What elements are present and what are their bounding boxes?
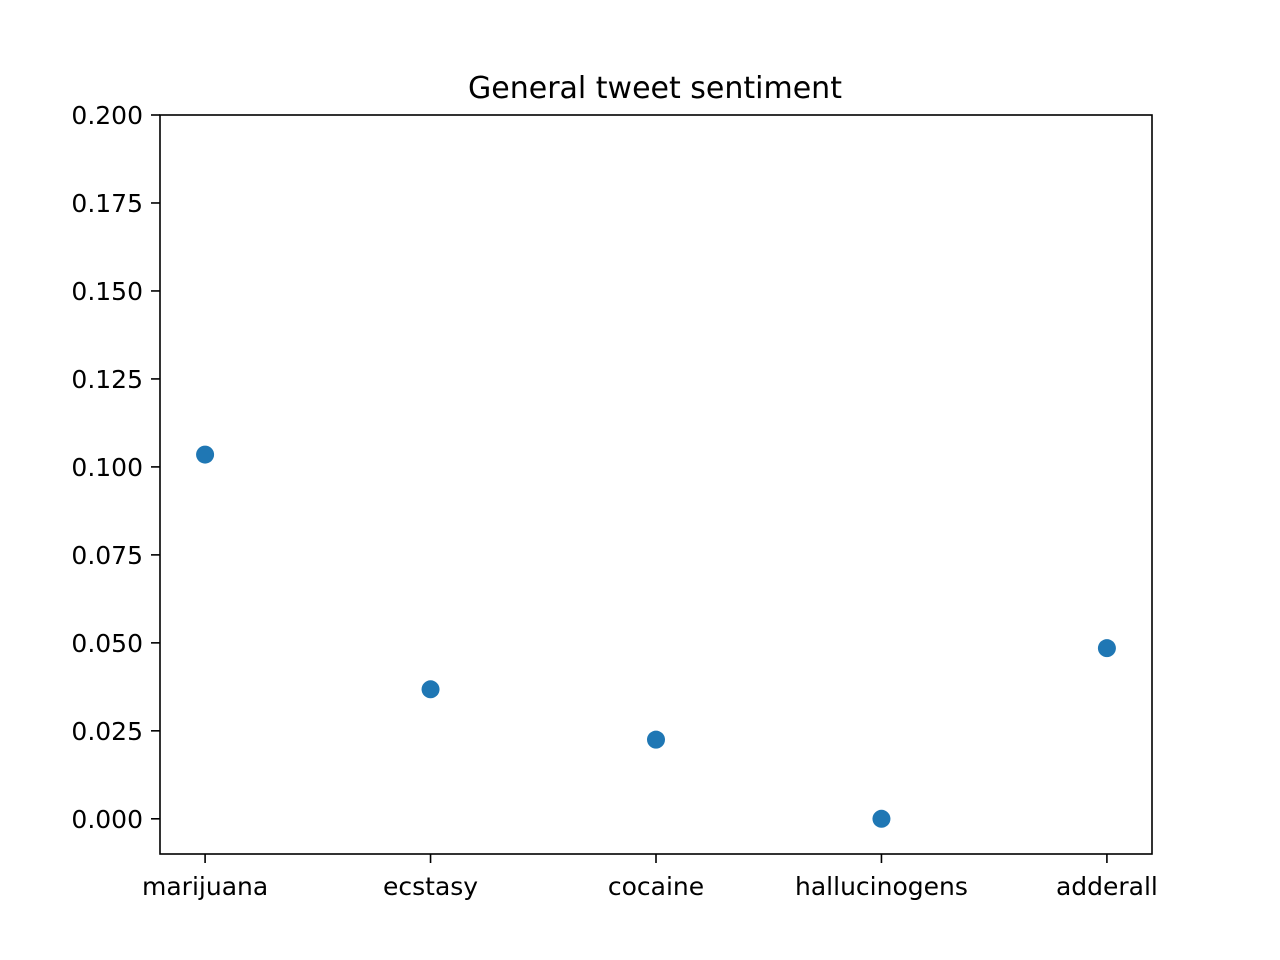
y-tick-label: 0.150 xyxy=(71,277,143,306)
y-tick-label: 0.000 xyxy=(71,805,143,834)
y-tick-label: 0.200 xyxy=(71,101,143,130)
x-axis: marijuana ecstasy cocaine hallucinogens adde… xyxy=(142,854,1158,901)
chart-title: General tweet sentiment xyxy=(468,71,842,106)
y-tick-label: 0.050 xyxy=(71,629,143,658)
data-point-ecstasy xyxy=(421,680,440,699)
data-point-hallucinogens xyxy=(872,809,891,828)
x-tick-label: cocaine xyxy=(608,872,704,901)
y-axis: 0.000 0.025 0.050 0.075 0.100 0.125 0.150 0.175… xyxy=(71,101,160,834)
data-point-marijuana xyxy=(196,445,215,464)
x-tick-label: marijuana xyxy=(142,872,268,901)
data-point-adderall xyxy=(1097,639,1116,658)
x-tick-label: ecstasy xyxy=(383,872,478,901)
y-tick-label: 0.075 xyxy=(71,541,143,570)
x-tick-label: adderall xyxy=(1056,872,1158,901)
y-tick-label: 0.100 xyxy=(71,453,143,482)
x-tick-label: hallucinogens xyxy=(795,872,968,901)
y-tick-label: 0.025 xyxy=(71,717,143,746)
data-point-cocaine xyxy=(647,730,665,749)
plot-area-frame xyxy=(159,114,1153,855)
y-tick-label: 0.125 xyxy=(71,365,143,394)
data-points xyxy=(196,445,1116,828)
y-tick-label: 0.175 xyxy=(71,189,143,218)
